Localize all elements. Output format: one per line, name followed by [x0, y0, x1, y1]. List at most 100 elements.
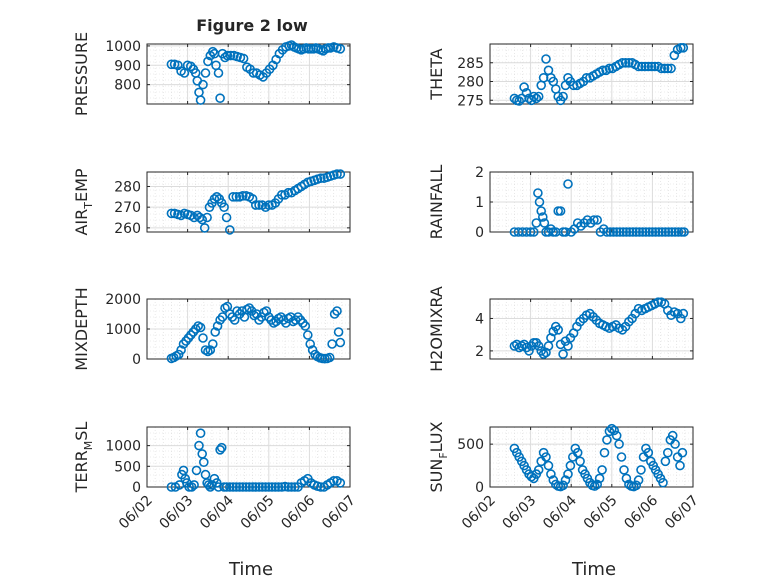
- data-point: [533, 465, 544, 475]
- data-point: [621, 227, 632, 237]
- y-tick-label: 0: [132, 352, 141, 368]
- data-point: [289, 482, 300, 492]
- data-point: [541, 54, 551, 64]
- data-point: [514, 96, 525, 106]
- data-point: [611, 227, 622, 237]
- data-point: [208, 339, 218, 349]
- data-point: [276, 482, 287, 492]
- data-point: [195, 95, 206, 105]
- data-point: [599, 447, 610, 458]
- y-tick-label: 500: [457, 437, 484, 453]
- data-point: [628, 227, 638, 237]
- data-point: [189, 480, 199, 490]
- data-point: [575, 456, 585, 467]
- data-point: [650, 227, 661, 237]
- data-point: [186, 482, 197, 492]
- data-point: [641, 227, 651, 237]
- y-axis-label: TERRMSL: [72, 422, 95, 494]
- data-point: [195, 322, 206, 333]
- y-tick-label: 1000: [105, 322, 141, 338]
- data-point: [263, 482, 274, 492]
- data-point: [228, 482, 238, 492]
- data-point: [553, 324, 564, 335]
- data-point: [558, 349, 568, 359]
- data-point: [519, 82, 529, 92]
- data-point: [528, 91, 539, 102]
- data-point: [216, 442, 227, 453]
- data-point: [679, 227, 689, 237]
- data-point: [662, 63, 673, 74]
- data-point: [594, 473, 605, 484]
- y-tick-label: 280: [114, 179, 141, 195]
- data-point: [533, 188, 543, 198]
- data-point: [620, 57, 631, 68]
- data-point: [637, 227, 648, 237]
- data-point: [335, 337, 346, 348]
- y-tick-label: 270: [114, 200, 141, 216]
- data-point: [267, 482, 277, 492]
- data-point: [180, 473, 190, 484]
- data-point: [276, 190, 287, 200]
- data-point: [248, 68, 259, 78]
- data-point: [209, 194, 220, 204]
- data-point: [324, 352, 335, 363]
- data-point: [572, 447, 583, 458]
- data-point: [621, 473, 632, 484]
- data-point: [524, 346, 534, 356]
- series-markers: [509, 423, 688, 492]
- data-point: [631, 480, 642, 491]
- data-point: [231, 192, 242, 202]
- data-point: [646, 61, 657, 72]
- data-point: [643, 61, 654, 72]
- data-point: [624, 227, 635, 237]
- subplot-4: 0 1 2 RAINFALL: [427, 165, 694, 241]
- data-point: [673, 227, 684, 237]
- data-point: [678, 42, 689, 53]
- axes-box: [489, 298, 694, 360]
- series-markers: [166, 428, 346, 492]
- data-point: [677, 447, 688, 458]
- data-point: [231, 482, 242, 492]
- data-point: [263, 200, 274, 210]
- data-point: [605, 227, 616, 237]
- data-point: [658, 477, 668, 488]
- data-point: [647, 227, 658, 237]
- series-markers: [509, 297, 689, 359]
- subplot-5: 0 1000 2000 MIXDEPTH: [72, 287, 351, 371]
- y-tick-label: 2000: [105, 292, 141, 308]
- data-point: [678, 308, 689, 319]
- y-tick-label: 285: [457, 56, 484, 72]
- data-point: [537, 212, 548, 222]
- data-point: [179, 68, 190, 78]
- data-point: [305, 339, 316, 349]
- data-point: [280, 481, 290, 492]
- data-point: [332, 306, 342, 316]
- data-point: [624, 57, 634, 68]
- data-point: [225, 482, 235, 492]
- data-point: [636, 465, 646, 475]
- data-point: [666, 63, 676, 74]
- data-point: [335, 478, 346, 488]
- data-point: [335, 169, 346, 179]
- data-point: [205, 345, 216, 355]
- y-tick-label: 275: [457, 93, 484, 109]
- data-point: [604, 426, 615, 437]
- data-point: [558, 91, 568, 102]
- data-point: [597, 465, 607, 475]
- data-point: [659, 63, 670, 74]
- y-tick-label: 1000: [105, 39, 141, 55]
- data-point: [220, 52, 230, 63]
- data-point: [539, 218, 550, 228]
- y-axis-label: RAINFALL: [427, 165, 446, 240]
- data-point: [533, 91, 544, 102]
- data-point: [300, 321, 311, 331]
- data-point: [328, 475, 339, 486]
- x-axis-label-right: Time: [571, 559, 616, 580]
- data-point: [675, 313, 686, 324]
- data-point: [548, 326, 559, 337]
- data-point: [563, 469, 573, 479]
- data-point: [198, 333, 208, 343]
